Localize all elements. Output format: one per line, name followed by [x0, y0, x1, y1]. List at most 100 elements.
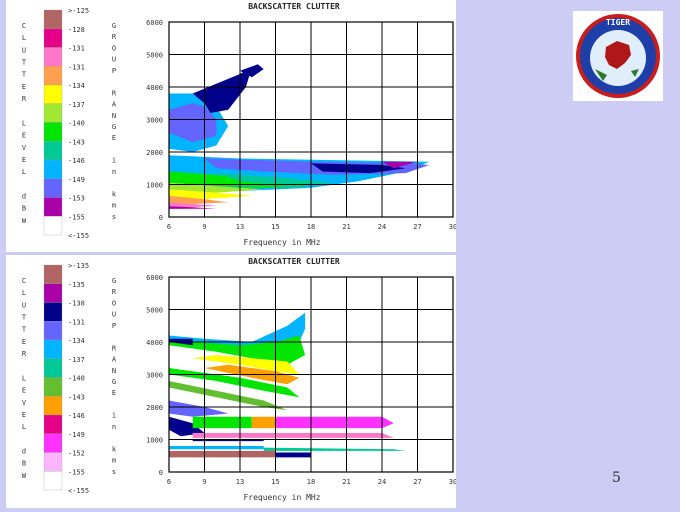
legend-swatch — [43, 471, 63, 491]
legend-label: -153 — [68, 195, 85, 203]
axis-ylabel-char: n — [112, 423, 116, 431]
x-tick-label: 21 — [342, 478, 350, 486]
legend-title-char: B — [22, 205, 26, 213]
axis-ylabel-char: A — [112, 101, 117, 109]
axis-ylabel-char: s — [112, 213, 116, 221]
clutter-region — [192, 433, 394, 438]
legend-title-char: T — [22, 326, 27, 334]
legend-swatch — [43, 433, 63, 453]
legend-title-char: E — [22, 387, 26, 395]
axis-ylabel-char: E — [112, 389, 116, 397]
axis-ylabel-char: s — [112, 468, 116, 476]
y-tick-label: 4000 — [146, 84, 163, 92]
axis-ylabel-char: N — [112, 112, 116, 120]
axis-ylabel-char: U — [112, 311, 116, 319]
clutter-region — [169, 450, 276, 458]
axis-ylabel-char: U — [112, 56, 116, 64]
legend-title-char: E — [22, 338, 26, 346]
legend-title-char: C — [22, 22, 26, 30]
tiger-logo: TIGER — [573, 11, 663, 101]
legend-swatch — [43, 9, 63, 29]
clutter-chart-top-svg: BACKSCATTER CLUTTERCLUTTERLEVELdBW>-125-… — [22, 2, 457, 247]
legend-title-char: U — [22, 301, 26, 309]
axis-ylabel-char: P — [112, 322, 116, 330]
clutter-region — [169, 368, 300, 398]
legend-label: <-155 — [68, 232, 89, 240]
y-tick-label: 6000 — [146, 274, 163, 282]
y-tick-label: 3000 — [146, 372, 163, 380]
legend-label: -131 — [68, 318, 85, 326]
x-tick-label: 30 — [449, 223, 456, 231]
legend-label: -155 — [68, 213, 85, 221]
x-tick-label: 24 — [378, 478, 386, 486]
axis-ylabel-char: E — [112, 134, 116, 142]
legend-label: -146 — [68, 412, 85, 420]
axis-xlabel: Frequency in MHz — [243, 238, 320, 247]
legend-label: -140 — [68, 375, 85, 383]
clutter-region — [240, 64, 264, 78]
legend-label: -131 — [68, 45, 85, 53]
legend-swatch — [43, 302, 63, 322]
legend-label: -137 — [68, 101, 85, 109]
legend-title-char: C — [22, 277, 26, 285]
x-tick-label: 13 — [236, 478, 244, 486]
axis-ylabel-char: i — [112, 157, 116, 165]
axis-ylabel-char: i — [112, 412, 116, 420]
legend-swatch — [43, 28, 63, 48]
legend-label: -131 — [68, 63, 85, 71]
legend-label: -138 — [68, 300, 85, 308]
axis-ylabel-char: O — [112, 299, 116, 307]
logo-text: TIGER — [606, 18, 630, 27]
legend-label: -143 — [68, 393, 85, 401]
axis-ylabel-char: m — [112, 457, 116, 465]
legend-label: -143 — [68, 138, 85, 146]
legend-label: -152 — [68, 450, 85, 458]
legend-swatch — [43, 66, 63, 86]
clutter-region — [192, 416, 252, 429]
legend-title-char: R — [22, 95, 27, 103]
legend-swatch — [43, 47, 63, 67]
y-tick-label: 0 — [159, 469, 163, 477]
legend-title-char: W — [22, 217, 27, 225]
legend-title-char: E — [22, 411, 26, 419]
legend-label: -140 — [68, 120, 85, 128]
legend-title-char: L — [22, 168, 26, 176]
legend-label: -146 — [68, 157, 85, 165]
legend-title-char: T — [22, 314, 27, 322]
legend-title-char: E — [22, 156, 26, 164]
legend-title-char: L — [22, 374, 26, 382]
x-tick-label: 18 — [307, 223, 315, 231]
legend-title-char: E — [22, 132, 26, 140]
legend-label: <-155 — [68, 487, 89, 495]
legend-title-char: L — [22, 289, 26, 297]
axis-ylabel-char: G — [112, 22, 116, 30]
axis-ylabel-char: G — [112, 277, 116, 285]
legend-title-char: L — [22, 423, 26, 431]
legend-label: -149 — [68, 431, 85, 439]
chart-title: BACKSCATTER CLUTTER — [248, 2, 340, 11]
legend-title-char: B — [22, 460, 26, 468]
legend-label: -128 — [68, 26, 85, 34]
clutter-region — [275, 452, 311, 458]
axis-ylabel-char: A — [112, 356, 117, 364]
legend-title-char: L — [22, 34, 26, 42]
x-tick-label: 24 — [378, 223, 386, 231]
legend-swatch — [43, 377, 63, 397]
legend-swatch — [43, 396, 63, 416]
y-tick-label: 5000 — [146, 307, 163, 315]
y-tick-label: 2000 — [146, 404, 163, 412]
legend-swatch — [43, 321, 63, 341]
legend-swatch — [43, 339, 63, 359]
axis-ylabel-char: N — [112, 367, 116, 375]
tiger-radar-logo-icon: TIGER — [576, 14, 660, 98]
y-tick-label: 4000 — [146, 339, 163, 347]
plot-frame — [168, 21, 454, 218]
axis-ylabel-char: R — [112, 89, 117, 97]
clutter-region — [263, 447, 406, 451]
axis-ylabel-char: R — [112, 344, 117, 352]
axis-ylabel-char: R — [112, 288, 117, 296]
y-tick-label: 2000 — [146, 149, 163, 157]
x-tick-label: 27 — [413, 478, 421, 486]
legend-swatch — [43, 103, 63, 123]
legend-label: >-135 — [68, 262, 89, 270]
